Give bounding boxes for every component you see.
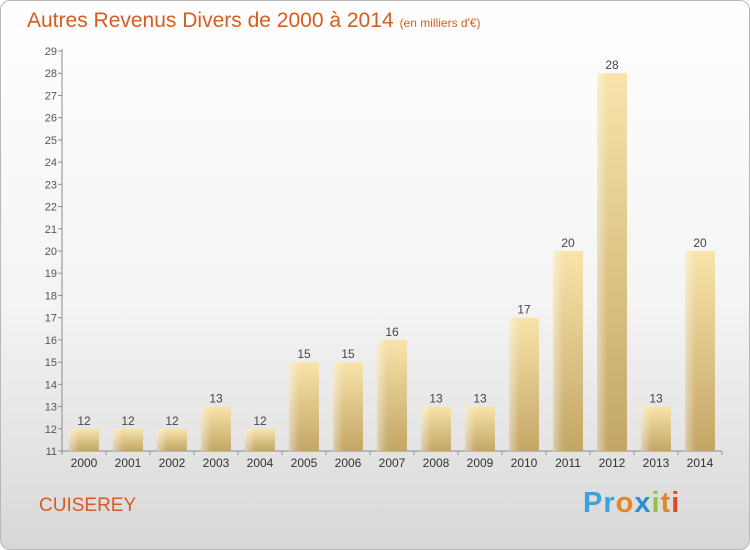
x-tick-label: 2000 — [71, 456, 98, 470]
y-tick-label: 28 — [45, 68, 57, 80]
bars: 12 12 12 13 12 15 15 16 13 13 17 20 28 13 20 — [69, 58, 715, 451]
x-tick-label: 2010 — [511, 456, 538, 470]
y-tick-label: 19 — [45, 268, 57, 280]
data-label: 15 — [297, 347, 311, 361]
y-tick-label: 21 — [45, 224, 57, 236]
data-label: 13 — [649, 392, 663, 406]
x-tick-label: 2009 — [467, 456, 494, 470]
data-label: 13 — [429, 392, 443, 406]
y-tick-label: 13 — [45, 402, 57, 414]
y-tick-label: 22 — [45, 202, 57, 214]
bar-highlight — [509, 317, 520, 451]
subtitle-text: (en milliers d'€) — [399, 16, 481, 30]
data-label: 13 — [473, 392, 487, 406]
bar-highlight — [597, 73, 608, 451]
x-tick-label: 2003 — [203, 456, 230, 470]
bar-highlight — [685, 251, 696, 451]
x-tick-label: 2002 — [159, 456, 186, 470]
y-tick-label: 18 — [45, 290, 57, 302]
data-label: 15 — [341, 347, 355, 361]
data-label: 20 — [693, 236, 707, 250]
data-label: 12 — [165, 414, 179, 428]
y-tick-label: 16 — [45, 335, 57, 347]
y-tick-label: 27 — [45, 90, 57, 102]
data-label: 20 — [561, 236, 575, 250]
x-tick-label: 2008 — [423, 456, 450, 470]
x-tick-label: 2012 — [599, 456, 626, 470]
location-label: CUISEREY — [39, 495, 137, 516]
bar-highlight — [421, 406, 432, 451]
y-tick-label: 24 — [45, 157, 57, 169]
y-tick-label: 12 — [45, 424, 57, 436]
data-label: 17 — [517, 303, 531, 317]
bar-highlight — [377, 339, 388, 451]
chart-title: Autres Revenus Divers de 2000 à 2014 (en … — [27, 9, 481, 33]
bar-highlight — [333, 362, 344, 451]
y-tick-label: 29 — [45, 46, 57, 58]
bar-highlight — [201, 406, 212, 451]
y-tick-label: 23 — [45, 179, 57, 191]
x-tick-label: 2011 — [555, 456, 581, 470]
data-label: 12 — [121, 414, 135, 428]
bar-highlight — [69, 428, 80, 451]
data-label: 12 — [77, 414, 91, 428]
x-tick-label: 2005 — [291, 456, 318, 470]
data-label: 28 — [605, 58, 619, 72]
x-tick-label: 2013 — [643, 456, 670, 470]
data-label: 13 — [209, 392, 223, 406]
data-label: 12 — [253, 414, 267, 428]
x-tick-label: 2014 — [687, 456, 714, 470]
x-tick-label: 2004 — [247, 456, 274, 470]
bar-highlight — [245, 428, 256, 451]
bar-highlight — [465, 406, 476, 451]
y-tick-label: 26 — [45, 113, 57, 125]
x-tick-label: 2001 — [115, 456, 142, 470]
bar-highlight — [641, 406, 652, 451]
y-tick-label: 15 — [45, 357, 57, 369]
data-label: 16 — [385, 325, 399, 339]
bar-highlight — [553, 251, 564, 451]
y-tick-label: 14 — [45, 379, 57, 391]
bar-highlight — [113, 428, 124, 451]
y-tick-label: 11 — [46, 446, 57, 458]
y-tick-label: 17 — [45, 313, 57, 325]
y-tick-label: 20 — [45, 246, 57, 258]
x-tick-label: 2007 — [379, 456, 406, 470]
x-tick-label: 2006 — [335, 456, 362, 470]
bar-highlight — [289, 362, 300, 451]
proxiti-logo: Proxiti — [583, 487, 681, 519]
y-tick-label: 25 — [45, 135, 57, 147]
title-text: Autres Revenus Divers de 2000 à 2014 — [27, 9, 394, 32]
bar-highlight — [157, 428, 168, 451]
